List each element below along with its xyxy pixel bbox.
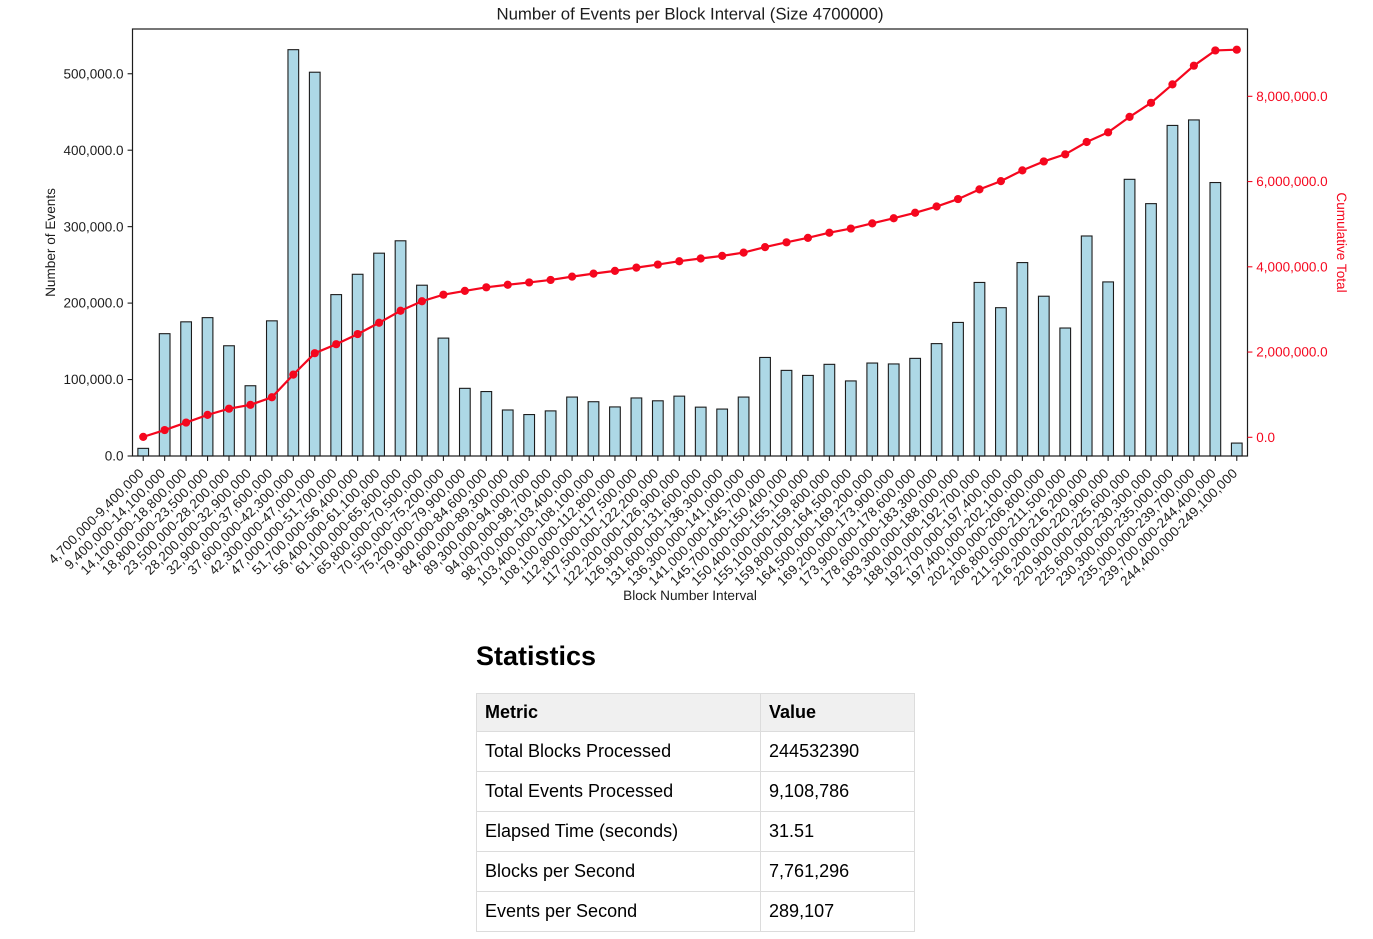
svg-text:Number of Events: Number of Events — [43, 188, 58, 297]
svg-text:6,000,000.0: 6,000,000.0 — [1256, 174, 1327, 189]
svg-text:200,000.0: 200,000.0 — [63, 296, 123, 311]
svg-text:0.0: 0.0 — [1256, 430, 1275, 445]
svg-text:Number of Events per Block Int: Number of Events per Block Interval (Siz… — [496, 5, 883, 24]
svg-text:Cumulative Total: Cumulative Total — [1334, 192, 1349, 292]
svg-text:0.0: 0.0 — [105, 449, 124, 464]
svg-text:8,000,000.0: 8,000,000.0 — [1256, 89, 1327, 104]
svg-text:500,000.0: 500,000.0 — [63, 66, 123, 81]
svg-text:4,000,000.0: 4,000,000.0 — [1256, 259, 1327, 274]
svg-text:100,000.0: 100,000.0 — [63, 372, 123, 387]
svg-text:2,000,000.0: 2,000,000.0 — [1256, 345, 1327, 360]
svg-text:Block Number Interval: Block Number Interval — [623, 588, 757, 603]
svg-text:400,000.0: 400,000.0 — [63, 143, 123, 158]
svg-text:300,000.0: 300,000.0 — [63, 219, 123, 234]
